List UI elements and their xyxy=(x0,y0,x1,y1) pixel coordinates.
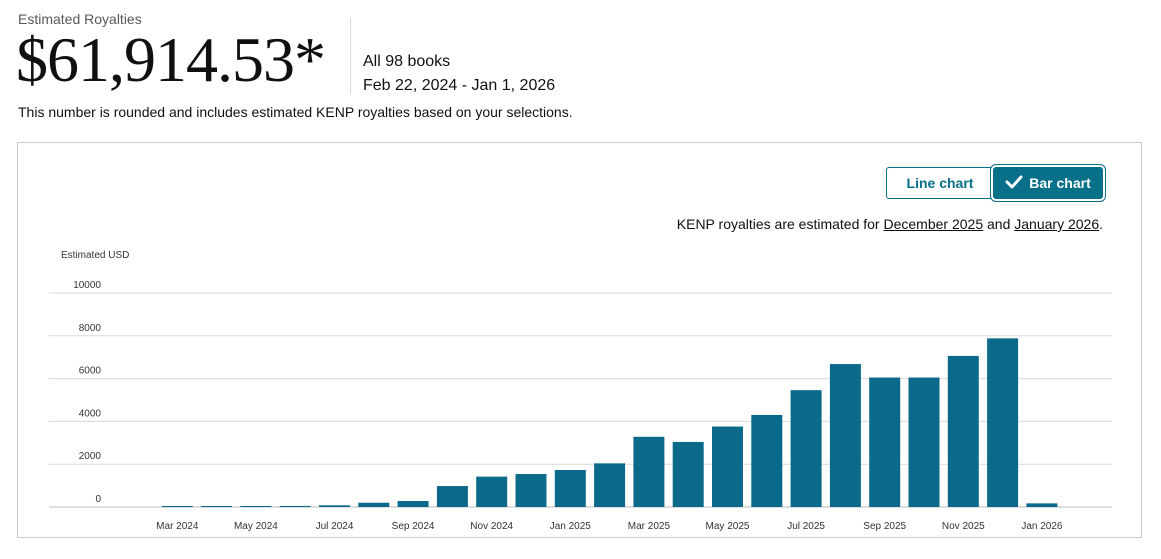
line-chart-label: Line chart xyxy=(906,175,974,191)
checkmark-icon xyxy=(1005,175,1023,192)
x-tick-label: May 2024 xyxy=(234,521,278,532)
bar: Aug 2024: 200 xyxy=(358,502,390,507)
y-tick-label: 8000 xyxy=(79,323,102,334)
bar: Nov 2025: 7060 xyxy=(947,355,979,507)
bar: Sep 2024: 280 xyxy=(397,501,429,507)
x-tick-label: Jul 2025 xyxy=(787,521,825,532)
bar: Jun 2025: 4300 xyxy=(751,414,783,507)
header-divider xyxy=(350,18,351,94)
y-tick-label: 0 xyxy=(95,494,101,505)
kenp-note-middle: and xyxy=(987,216,1011,232)
bar: Oct 2025: 6050 xyxy=(908,377,940,507)
x-tick-label: Jul 2024 xyxy=(316,521,354,532)
royalties-label: Estimated Royalties xyxy=(18,11,142,27)
x-tick-label: Nov 2025 xyxy=(942,521,985,532)
bar: May 2025: 3760 xyxy=(712,426,743,507)
x-tick-label: Nov 2024 xyxy=(470,521,513,532)
bar: Oct 2024: 980 xyxy=(436,486,468,507)
bar-chart-label: Bar chart xyxy=(1029,175,1091,191)
x-tick-label: Sep 2024 xyxy=(392,521,435,532)
bar: Jan 2025: 1730 xyxy=(554,469,586,507)
bar: Jan 2026: 170 xyxy=(1026,503,1058,507)
rounding-note: This number is rounded and includes esti… xyxy=(18,104,573,120)
books-selection: All 98 books xyxy=(363,53,451,70)
kenp-estimate-note: KENP royalties are estimated for Decembe… xyxy=(677,216,1103,232)
y-tick-label: 2000 xyxy=(79,451,102,462)
y-tick-label: 6000 xyxy=(79,366,102,377)
bar: Mar 2025: 3280 xyxy=(633,436,665,507)
x-tick-label: Sep 2025 xyxy=(863,521,906,532)
bar: Apr 2024: 10 xyxy=(201,506,233,507)
bar: Feb 2025: 2040 xyxy=(594,463,626,507)
kenp-note-prefix: KENP royalties are estimated for xyxy=(676,216,880,232)
bar: Dec 2024: 1540 xyxy=(515,474,547,507)
bar: Jul 2024: 80 xyxy=(319,505,350,507)
bar: Sep 2025: 6050 xyxy=(869,377,901,507)
bar: Nov 2024: 1420 xyxy=(476,476,508,507)
royalties-amount: $61,914.53* xyxy=(16,24,326,95)
bar: Apr 2025: 3040 xyxy=(672,441,704,507)
bar-chart-button[interactable]: Bar chart xyxy=(993,167,1103,199)
y-tick-label: 4000 xyxy=(79,408,102,419)
bar: Aug 2025: 6680 xyxy=(829,364,861,507)
x-tick-label: Mar 2024 xyxy=(156,521,199,532)
x-tick-label: May 2025 xyxy=(706,521,750,532)
kenp-note-suffix: . xyxy=(1099,216,1103,232)
bar: Dec 2025: 7880 xyxy=(987,338,1019,507)
x-tick-label: Mar 2025 xyxy=(628,521,671,532)
x-tick-label: Jan 2025 xyxy=(550,521,592,532)
december-2025-link[interactable]: December 2025 xyxy=(883,216,984,232)
bar: Mar 2024: 5 xyxy=(161,506,193,507)
bar: Jun 2024: 50 xyxy=(279,505,311,507)
bar: May 2024: 40 xyxy=(240,506,272,507)
line-chart-button[interactable]: Line chart xyxy=(886,167,994,199)
bar: Jul 2025: 5460 xyxy=(790,390,822,507)
x-tick-label: Jan 2026 xyxy=(1021,521,1063,532)
january-2026-link[interactable]: January 2026 xyxy=(1014,216,1100,232)
y-tick-label: 10000 xyxy=(73,280,101,291)
y-axis-title: Estimated USD xyxy=(61,250,130,261)
date-range: Feb 22, 2024 - Jan 1, 2026 xyxy=(363,77,556,94)
